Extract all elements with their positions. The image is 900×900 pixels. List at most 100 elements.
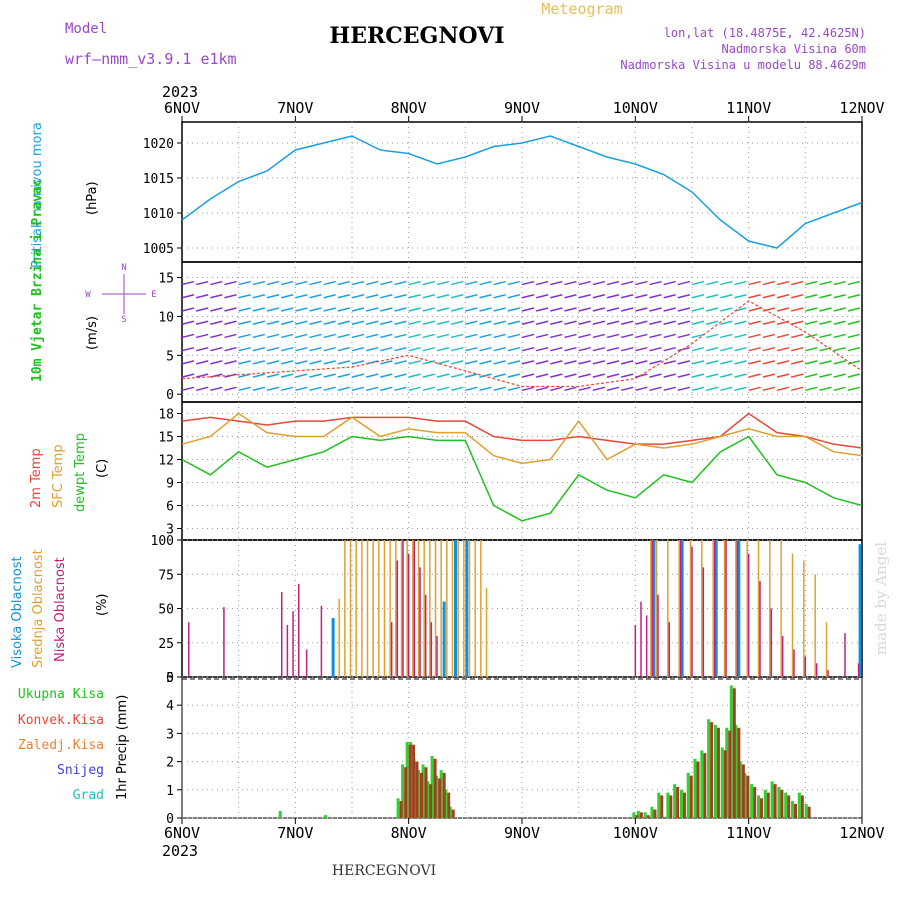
precip-bar: [732, 688, 736, 818]
wind-barb: [620, 386, 634, 392]
wind-barb: [620, 320, 634, 325]
wind-barb: [408, 386, 421, 392]
x-tick-label-top: 9NOV: [504, 99, 540, 117]
precip-bar: [404, 767, 408, 818]
wind-barb: [734, 294, 747, 299]
wind-barb: [790, 294, 804, 299]
wind-barb: [705, 307, 719, 312]
wind-barb: [521, 346, 535, 352]
wind-barb: [521, 307, 535, 312]
wind-barb: [493, 333, 506, 339]
wind-unit: (m/s): [85, 316, 100, 350]
wind-barb: [309, 333, 322, 339]
precip-bar: [424, 767, 428, 818]
y-tick-label: 1005: [143, 242, 174, 257]
wind-barb: [790, 346, 804, 352]
wind-barb: [578, 346, 591, 352]
wind-barb: [380, 360, 393, 365]
precip-bar: [401, 764, 405, 818]
precip-bar: [780, 789, 784, 818]
wind-barb: [394, 373, 407, 378]
x-tick-label-bottom: 12NOV: [839, 824, 884, 842]
y-tick-label: 12: [158, 454, 174, 469]
wind-barb: [805, 360, 818, 365]
wind-barb: [323, 294, 336, 299]
wind-barb: [493, 360, 506, 365]
precip-bar: [635, 815, 639, 818]
precip-bar: [725, 727, 729, 818]
wind-barb: [521, 294, 535, 299]
wind-barb: [535, 280, 549, 286]
wind-barb: [635, 294, 648, 299]
wind-barb: [280, 280, 294, 286]
wind-barb: [195, 294, 209, 299]
precip-bar: [757, 795, 760, 818]
year-top: 2023: [162, 83, 198, 101]
wind-barb: [210, 294, 223, 299]
precip-total-label: Ukupna Kisa: [18, 687, 104, 702]
wind-barb: [535, 307, 549, 312]
temp2m-ylabel: 2m Temp: [29, 448, 44, 508]
y-tick-label: 9: [166, 477, 174, 492]
wind-barb: [649, 307, 662, 312]
wind-barb: [238, 280, 251, 286]
wind-barb: [663, 307, 676, 312]
wind-barb: [578, 373, 591, 378]
wind-barb: [280, 333, 294, 339]
wind-barb: [195, 386, 209, 392]
wind-barb: [805, 333, 818, 339]
wind-barb: [479, 346, 492, 352]
wind-barb: [436, 320, 450, 325]
wind-barb: [564, 294, 577, 299]
wind-barb: [380, 386, 393, 392]
precip-bar: [447, 792, 451, 818]
wind-barb: [309, 280, 322, 286]
x-tick-label-bottom: 8NOV: [391, 824, 427, 842]
wind-barb: [649, 386, 662, 392]
precip-bar: [435, 775, 439, 818]
panels-layer: [177, 116, 863, 824]
wind-barb: [734, 386, 747, 392]
y-tick-label: 4: [166, 699, 174, 714]
wind-barb: [790, 373, 804, 378]
wind-barb: [847, 280, 861, 286]
y-tick-label: 18: [158, 408, 174, 423]
wind-barb: [847, 333, 861, 339]
wind-barb: [635, 333, 648, 339]
precip-bar: [777, 786, 781, 818]
model-altitude-label: Nadmorska Visina u modelu 88.4629m: [620, 58, 866, 72]
wind-barb: [422, 346, 436, 352]
precip-bar: [429, 784, 433, 818]
wind-barb: [280, 386, 294, 392]
wind-barb: [309, 320, 322, 325]
precip-bar: [666, 792, 670, 818]
wind-barb: [578, 333, 591, 339]
wind-barb: [408, 346, 421, 352]
wind-barb: [635, 320, 648, 325]
wind-barb: [238, 307, 251, 312]
footer-station: HERCEGNOVI: [332, 863, 436, 879]
precip-bar: [707, 719, 711, 818]
wind-barb: [578, 386, 591, 392]
wind-barb: [705, 346, 719, 352]
wind-barb: [521, 360, 535, 365]
precip-bar: [673, 784, 677, 818]
wind-barb: [805, 294, 818, 299]
wind-barb: [507, 386, 521, 392]
precip-bar: [770, 781, 774, 818]
wind-barb: [705, 280, 719, 286]
y-tick-label: 6: [166, 500, 174, 515]
wind-barb: [295, 386, 308, 392]
precip-bar: [703, 753, 707, 818]
wind-barb: [224, 307, 237, 312]
wind-barb: [649, 346, 662, 352]
wind-barb: [380, 333, 393, 339]
wind-barb: [833, 346, 846, 352]
wind-barb: [280, 320, 294, 325]
wind-barb: [833, 333, 846, 339]
temp-unit: (C): [95, 459, 110, 478]
wind-barb: [790, 320, 804, 325]
wind-barb: [493, 373, 506, 378]
wind-barb: [748, 346, 761, 352]
wind-barb: [394, 280, 407, 286]
